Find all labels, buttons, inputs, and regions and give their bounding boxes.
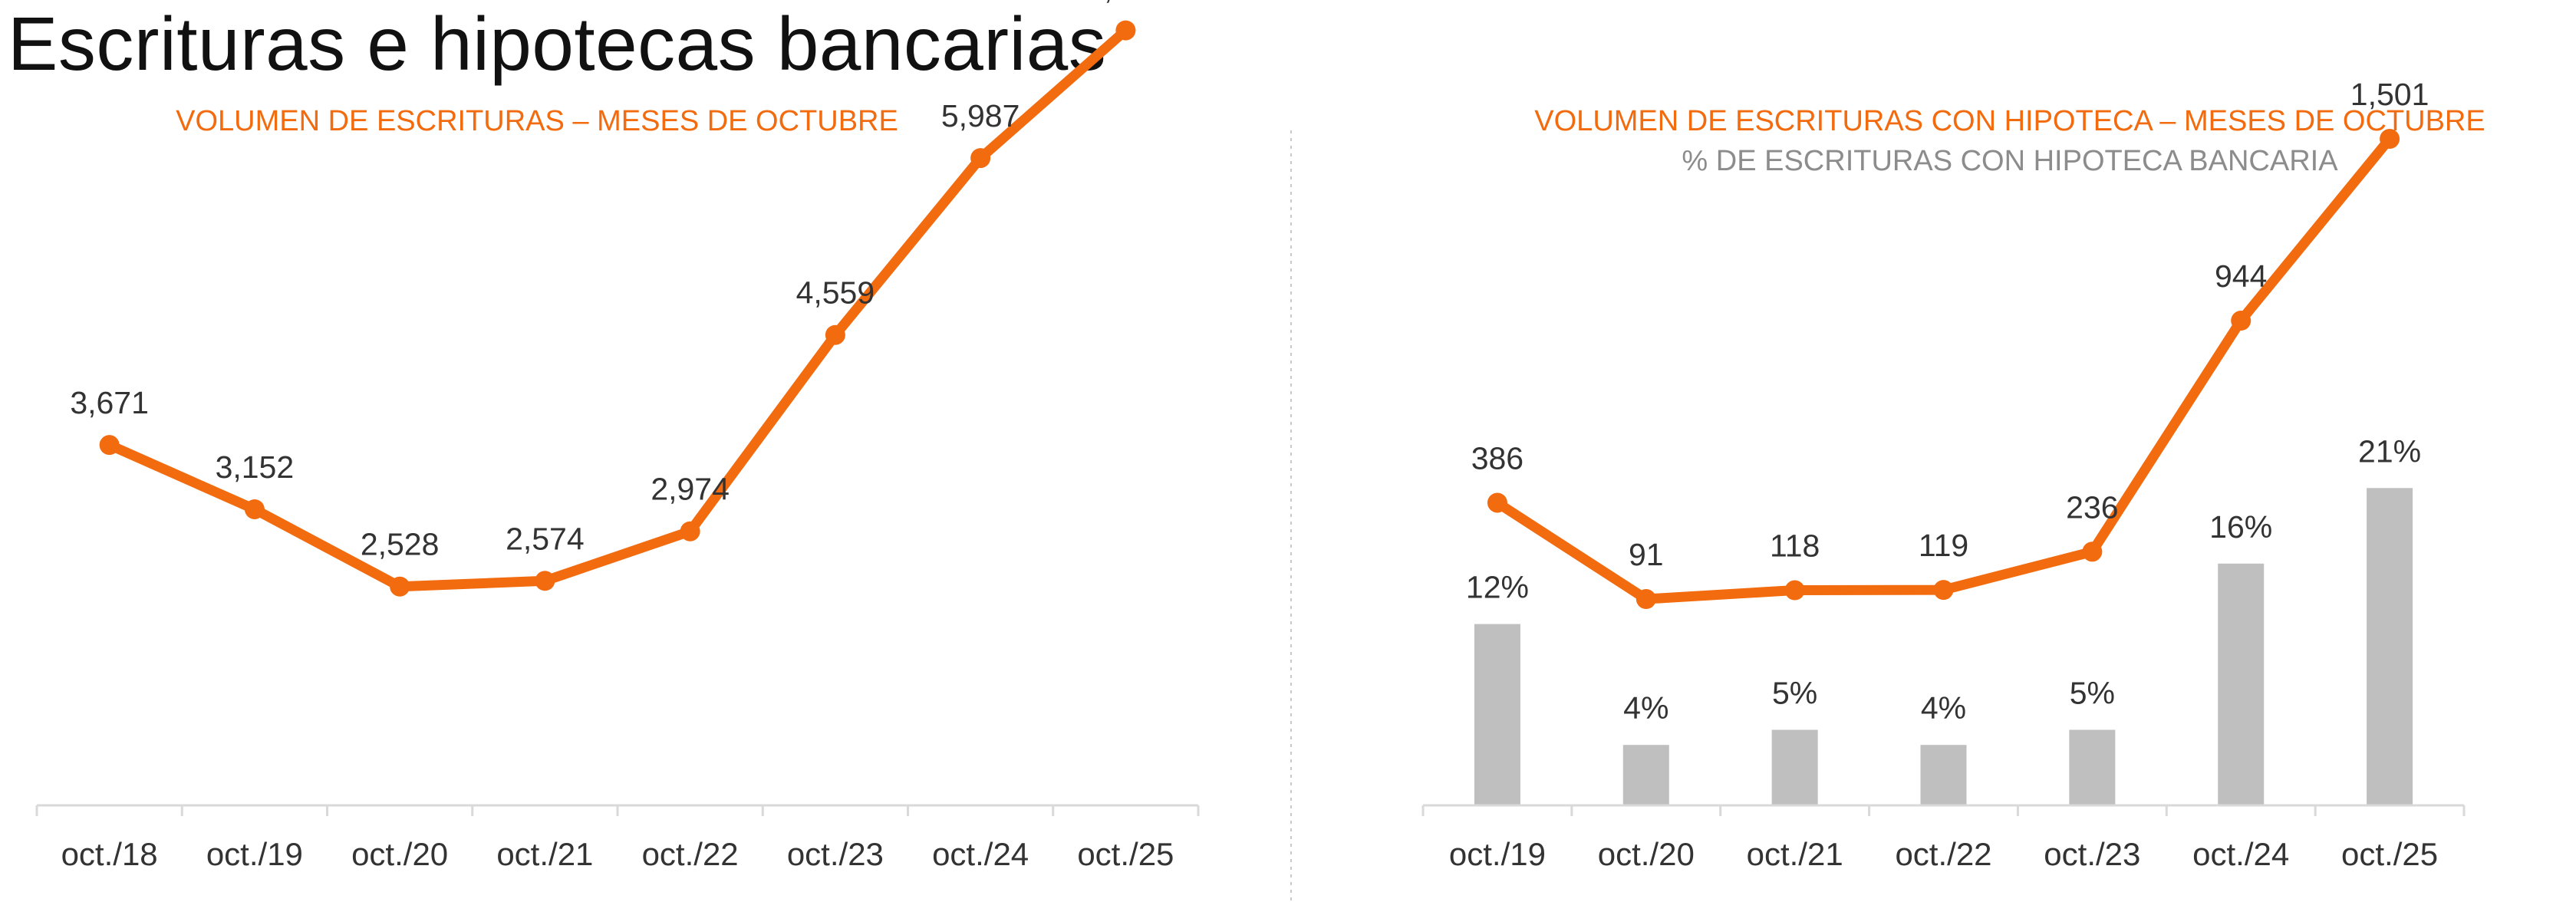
x-tick-label: oct./19: [1449, 836, 1546, 872]
chart1-x-labels: oct./18 oct./19 oct./20 oct./21 oct./22 oct./…: [61, 836, 1174, 872]
chart2-line-labels: 386 91 118 119 236 944 1,501: [1471, 77, 2429, 572]
data-label: 386: [1471, 440, 1524, 476]
data-label: 3,671: [70, 385, 149, 420]
bar: [2367, 488, 2413, 805]
bar-label: 5%: [1772, 676, 1817, 711]
x-tick-label: oct./18: [61, 836, 158, 872]
data-point: [825, 324, 845, 345]
data-point: [1784, 580, 1805, 601]
data-point: [1636, 589, 1656, 609]
data-label: 119: [1919, 528, 1968, 563]
x-tick-label: oct./22: [1895, 836, 1991, 872]
data-label: 1,501: [2350, 77, 2429, 112]
data-point: [1115, 20, 1136, 41]
data-label: 236: [2066, 489, 2118, 525]
chart2-tick-marks: [1421, 805, 2466, 816]
data-label: 944: [2215, 258, 2267, 294]
data-point: [535, 571, 555, 591]
x-tick-label: oct./21: [496, 836, 593, 872]
data-label: 4,559: [796, 275, 875, 311]
bar-label: 12%: [1466, 570, 1529, 605]
data-point: [99, 435, 120, 456]
data-label: 5,987: [941, 98, 1020, 133]
data-label: 7,018: [1086, 0, 1165, 6]
chart1-points: [99, 20, 1136, 597]
data-point: [1933, 580, 1954, 601]
chart2-bar-labels: 12% 4% 5% 4% 5% 16% 21%: [1466, 433, 2421, 726]
bar-label: 4%: [1921, 690, 1966, 726]
bar-label: 16%: [2209, 509, 2272, 545]
bar-label: 21%: [2358, 433, 2421, 469]
bar-label: 4%: [1623, 690, 1668, 726]
data-point: [2231, 311, 2252, 331]
bar: [1920, 745, 1967, 805]
data-label: 118: [1770, 528, 1820, 564]
bar: [1771, 729, 1818, 805]
chart2-x-labels: oct./19 oct./20 oct./21 oct./22 oct./23 oct./…: [1449, 836, 2438, 872]
data-point: [244, 499, 265, 519]
chart1-title: VOLUMEN DE ESCRITURAS – MESES DE OCTUBRE: [176, 105, 898, 137]
x-tick-label: oct./21: [1747, 836, 1843, 872]
data-label: 2,574: [506, 521, 585, 556]
bar: [1622, 745, 1669, 805]
x-tick-label: oct./24: [932, 836, 1029, 872]
chart1-series-line: [104, 25, 1131, 592]
data-point: [390, 576, 410, 597]
x-tick-label: oct./19: [206, 836, 303, 872]
bar: [2069, 729, 2116, 805]
data-label: 2,528: [361, 527, 440, 562]
x-tick-label: oct./22: [642, 836, 739, 872]
bar: [1474, 624, 1520, 805]
data-label: 91: [1629, 537, 1664, 572]
x-tick-label: oct./25: [2341, 836, 2438, 872]
bar-label: 5%: [2070, 676, 2115, 711]
page-title: Escrituras e hipotecas bancarias: [8, 2, 1107, 86]
x-tick-label: oct./23: [787, 836, 884, 872]
data-point: [2380, 129, 2400, 150]
chart2-title: VOLUMEN DE ESCRITURAS CON HIPOTECA – MES…: [1534, 105, 2485, 137]
chart2-bars: [1474, 488, 2413, 805]
data-point: [2082, 542, 2103, 562]
x-tick-label: oct./24: [2192, 836, 2289, 872]
data-point: [680, 521, 700, 542]
chart-escrituras: VOLUMEN DE ESCRITURAS – MESES DE OCTUBRE…: [35, 0, 1200, 872]
bar: [2218, 563, 2265, 805]
chart1-tick-marks: [35, 805, 1200, 816]
data-label: 2,974: [651, 472, 730, 507]
data-point: [1487, 492, 1507, 513]
chart2-points: [1487, 129, 2400, 609]
data-label: 3,152: [216, 449, 295, 485]
chart-hipotecas: VOLUMEN DE ESCRITURAS CON HIPOTECA – MES…: [1421, 77, 2485, 872]
chart1-data-labels: 3,671 3,152 2,528 2,574 2,974 4,559 5,987 7,018: [70, 0, 1164, 562]
x-tick-label: oct./25: [1077, 836, 1174, 872]
chart2-subtitle: % DE ESCRITURAS CON HIPOTECA BANCARIA: [1682, 145, 2338, 177]
x-tick-label: oct./20: [1598, 836, 1695, 872]
x-tick-label: oct./20: [351, 836, 448, 872]
data-point: [970, 148, 991, 169]
x-tick-label: oct./23: [2044, 836, 2140, 872]
